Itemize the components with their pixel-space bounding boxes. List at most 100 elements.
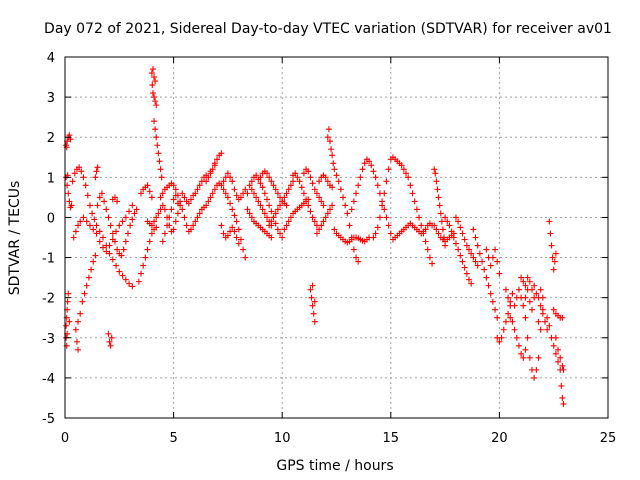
data-point — [522, 294, 529, 301]
data-point — [452, 240, 459, 247]
y-tick-label: 1 — [47, 171, 55, 186]
data-point — [316, 194, 323, 201]
data-point — [461, 264, 468, 271]
y-tick-label: -5 — [42, 412, 55, 427]
data-point — [560, 366, 567, 373]
data-point — [552, 250, 559, 257]
data-point — [331, 226, 338, 233]
data-point — [220, 230, 227, 237]
data-point — [244, 190, 251, 197]
data-point — [170, 226, 177, 233]
data-point — [155, 150, 162, 157]
data-point — [75, 346, 82, 353]
data-point — [537, 302, 544, 309]
data-point — [547, 230, 554, 237]
data-point — [489, 298, 496, 305]
data-point — [194, 214, 201, 221]
data-point — [231, 228, 238, 235]
data-point — [376, 214, 383, 221]
data-point — [463, 270, 470, 277]
data-point — [505, 310, 512, 317]
data-point — [383, 214, 390, 221]
plot-frame — [64, 56, 609, 419]
data-point — [515, 342, 522, 349]
data-point — [374, 224, 381, 231]
data-point — [344, 210, 351, 217]
data-point — [483, 246, 490, 253]
data-point — [227, 174, 234, 181]
data-point — [379, 202, 386, 209]
data-point — [442, 214, 449, 221]
data-point — [156, 158, 163, 165]
data-point — [515, 286, 522, 293]
y-tick-label: 3 — [47, 91, 55, 106]
data-point — [485, 282, 492, 289]
data-point — [129, 216, 136, 223]
data-point — [318, 198, 325, 205]
data-point — [470, 226, 477, 233]
data-point — [416, 214, 423, 221]
data-point — [459, 230, 466, 237]
y-tick-label: 0 — [47, 211, 55, 226]
data-point — [468, 280, 475, 287]
data-point — [268, 218, 275, 225]
data-point — [261, 190, 268, 197]
data-point — [350, 198, 357, 205]
data-point — [146, 238, 153, 245]
data-point — [70, 234, 77, 241]
data-point — [294, 174, 301, 181]
data-point — [305, 202, 312, 209]
data-point — [93, 222, 100, 229]
data-point — [539, 310, 546, 317]
data-point — [222, 190, 229, 197]
data-point — [168, 206, 175, 213]
data-point — [181, 194, 188, 201]
data-point — [229, 178, 236, 185]
data-point — [550, 266, 557, 273]
data-point — [498, 334, 505, 341]
data-point — [179, 190, 186, 197]
data-point — [526, 298, 533, 305]
data-point — [233, 234, 240, 241]
y-axis-label: SDTVAR / TECUs — [7, 181, 23, 296]
data-point — [431, 222, 438, 229]
data-point — [436, 202, 443, 209]
data-point — [277, 202, 284, 209]
data-point — [257, 202, 264, 209]
data-point — [444, 218, 451, 225]
data-point — [146, 188, 153, 195]
data-point — [383, 178, 390, 185]
data-point — [522, 346, 529, 353]
data-point — [324, 210, 331, 217]
data-point — [65, 190, 72, 197]
data-point — [103, 206, 110, 213]
data-point — [465, 246, 472, 253]
data-point — [313, 230, 320, 237]
data-point — [322, 174, 329, 181]
data-point — [537, 286, 544, 293]
data-point — [85, 274, 92, 281]
data-point — [111, 238, 118, 245]
data-point — [457, 252, 464, 259]
data-point — [131, 210, 138, 217]
data-point — [374, 182, 381, 189]
data-point — [203, 202, 210, 209]
data-point — [266, 222, 273, 229]
data-point — [72, 228, 79, 235]
x-tick-label: 5 — [169, 431, 177, 446]
data-point — [274, 226, 281, 233]
y-tick-label: -2 — [42, 292, 55, 307]
data-point — [100, 234, 107, 241]
data-point — [361, 160, 368, 167]
data-point — [355, 182, 362, 189]
data-point — [179, 206, 186, 213]
x-tick-label: 15 — [383, 431, 400, 446]
data-point — [218, 182, 225, 189]
data-point — [211, 160, 218, 167]
data-point — [63, 322, 70, 329]
data-point — [122, 276, 129, 283]
data-point — [242, 186, 249, 193]
data-point — [107, 342, 114, 349]
data-point — [353, 254, 360, 261]
